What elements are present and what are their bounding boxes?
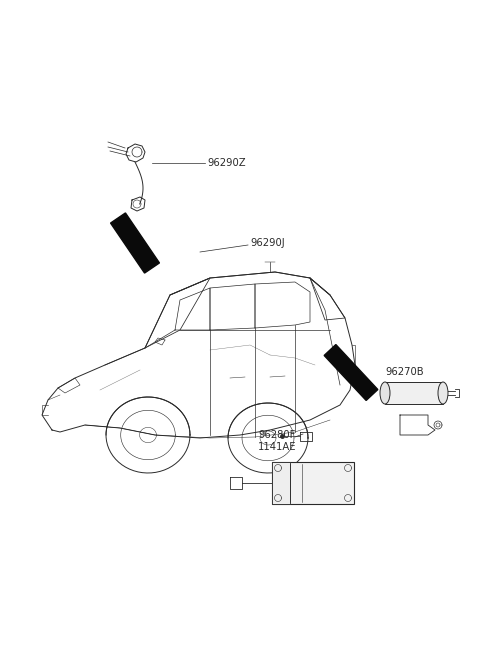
Text: 1141AE: 1141AE — [258, 442, 297, 452]
Text: 96290Z: 96290Z — [207, 158, 246, 168]
Text: 96280F: 96280F — [258, 430, 295, 440]
Bar — [385, 382, 443, 404]
Text: 96270B: 96270B — [385, 367, 424, 377]
Polygon shape — [110, 213, 159, 273]
Ellipse shape — [438, 382, 448, 404]
Text: 96290R: 96290R — [310, 478, 348, 488]
Polygon shape — [324, 345, 378, 400]
Bar — [272, 462, 290, 504]
Text: 96290L: 96290L — [310, 465, 347, 475]
Bar — [272, 462, 354, 504]
Ellipse shape — [380, 382, 390, 404]
Text: 96290J: 96290J — [250, 238, 285, 248]
